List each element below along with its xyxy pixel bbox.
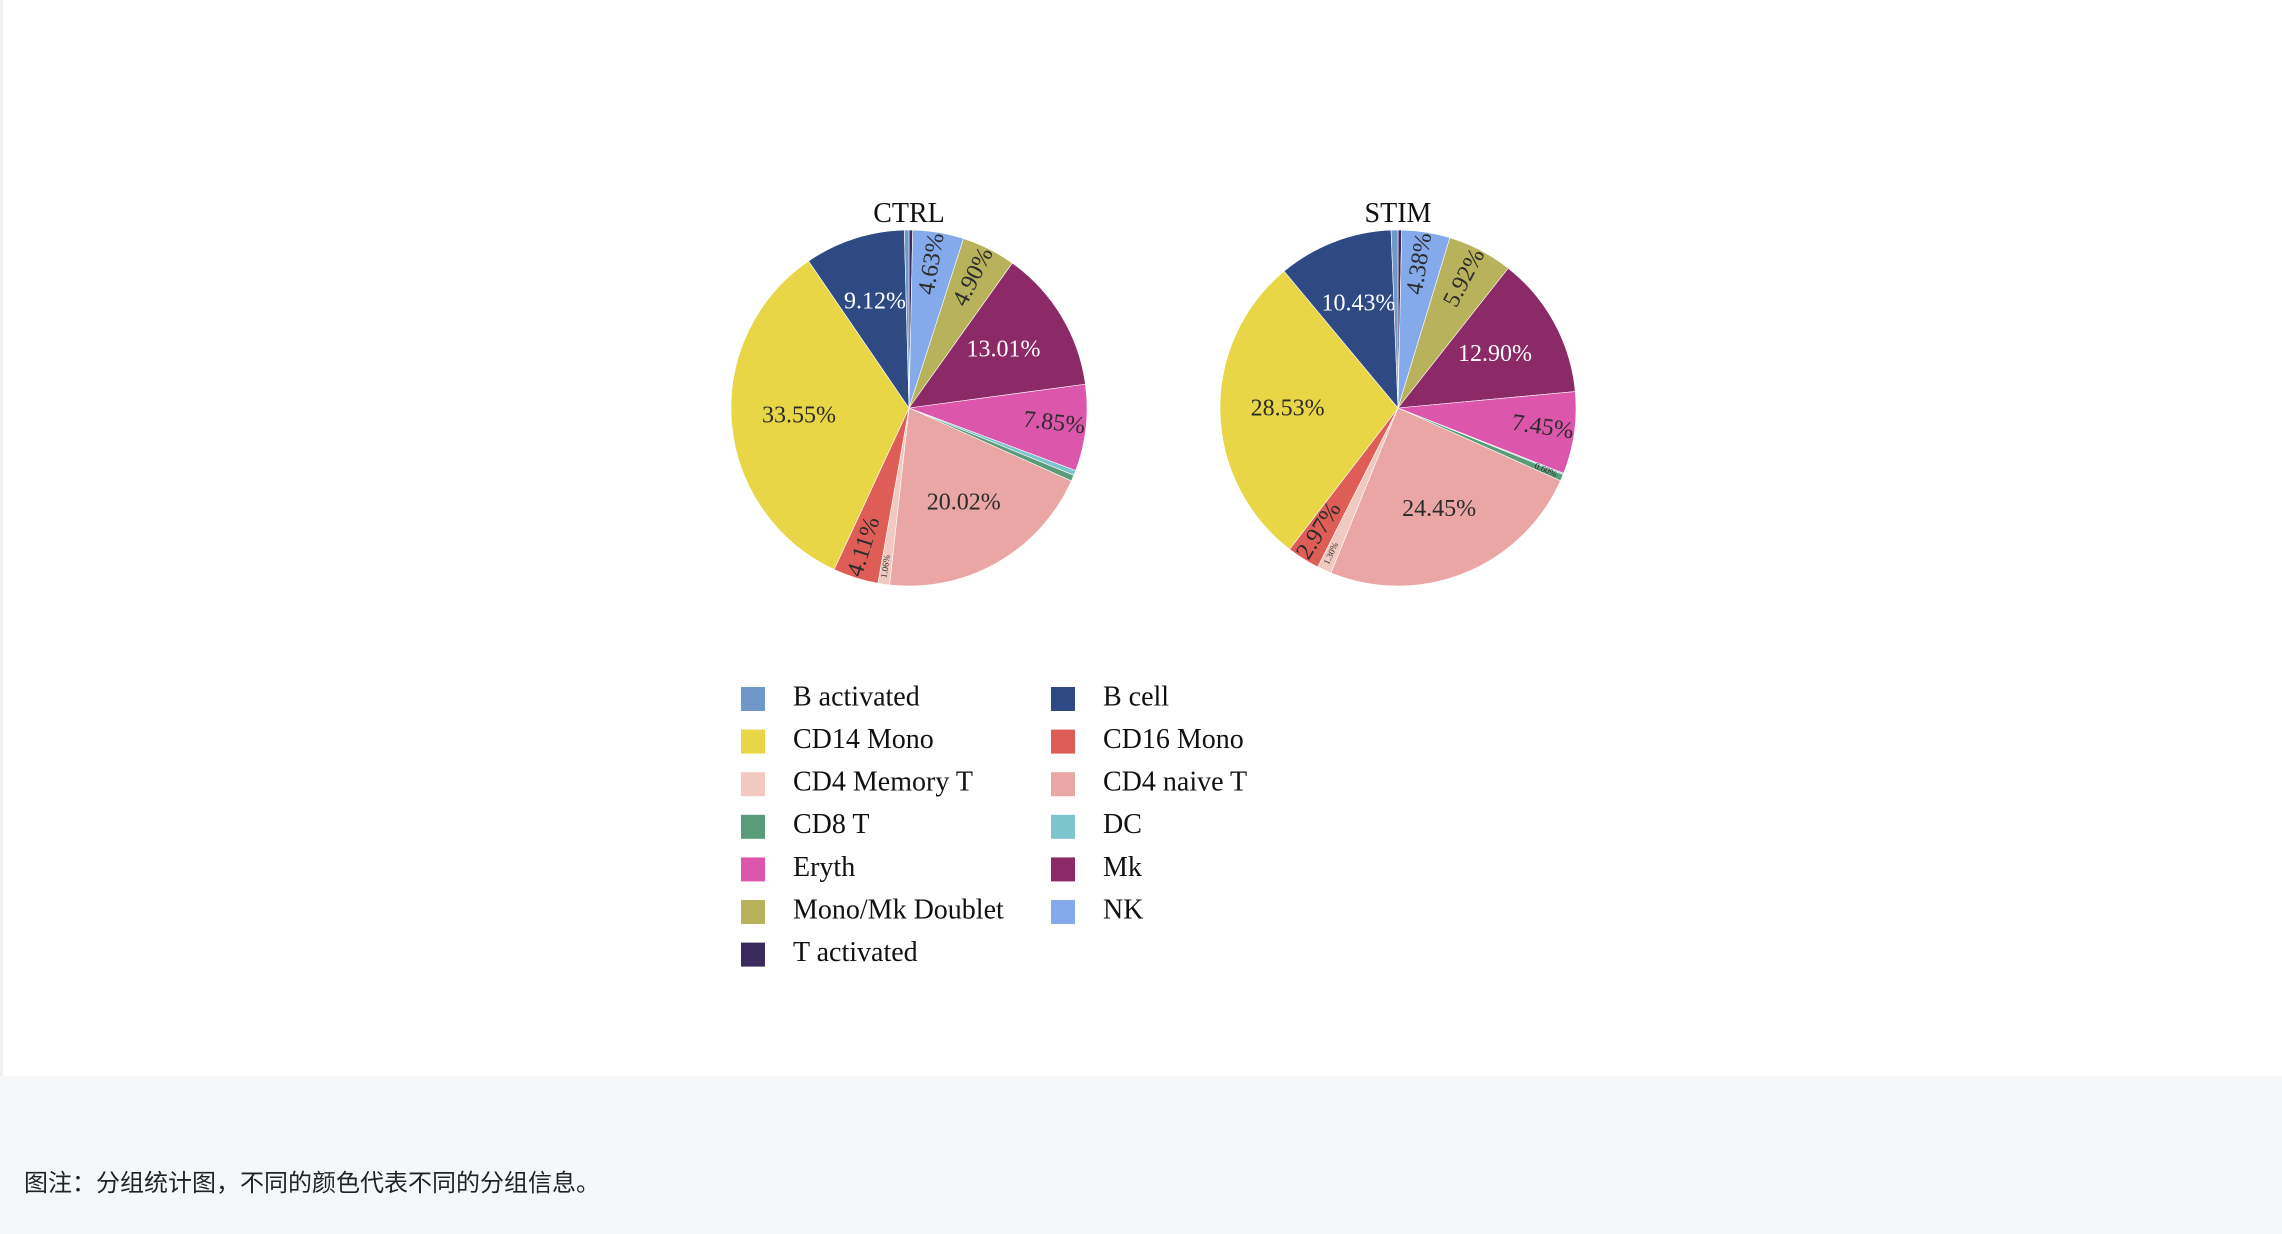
figure-caption: 图注：分组统计图，不同的颜色代表不同的分组信息。	[24, 1169, 600, 1197]
legend-label-t-activated: T activated	[793, 937, 918, 968]
pie-slice-ctrl-b-cell	[808, 229, 910, 410]
legend-item-nk: NK	[1051, 894, 1143, 925]
pie-ctrl: CTRL4.63%4.90%13.01%7.85%20.02%1.06%4.11…	[730, 198, 1088, 587]
pie-slice-ctrl-mk	[908, 262, 1086, 409]
legend-item-cd16-mono: CD16 Mono	[1051, 724, 1244, 755]
legend-swatch-cd8-t	[741, 814, 765, 839]
pie-slice-stim-cd14-mono	[1219, 270, 1399, 550]
chart-panel: CTRL 4.63% 4.90% 13.01% 7.85% 20.02% 1.06% 4.11…	[0, 0, 1577, 1076]
legend-label-mk: Mk	[1103, 852, 1142, 883]
legend-swatch-nk	[1051, 900, 1075, 924]
legend-item-b-cell: B cell	[1051, 681, 1169, 712]
data-label-ctrl-mk: 13.01%	[967, 337, 1041, 363]
legend-label-cd4-naive-t: CD4 naive T	[1103, 767, 1247, 798]
legend-item-t-activated: T activated	[741, 937, 918, 968]
legend-swatch-cd4-memory-t	[741, 772, 765, 797]
legend-label-nk: NK	[1103, 894, 1143, 925]
data-label-stim-cd4-naive-t: 24.45%	[1402, 496, 1476, 522]
legend-label-dc: DC	[1103, 809, 1142, 840]
pie-title-ctrl: CTRL	[873, 198, 945, 229]
legend-label-cd4-memory-t: CD4 Memory T	[793, 767, 973, 798]
legend-label-cd14-mono: CD14 Mono	[793, 724, 934, 755]
data-label-stim-cd14-mono: 28.53%	[1251, 396, 1325, 422]
legend-item-mk: Mk	[1051, 852, 1142, 883]
legend-label-eryth: Eryth	[793, 852, 855, 883]
legend-item-cd4-memory-t: CD4 Memory T	[741, 767, 973, 798]
legend-swatch-mk	[1051, 857, 1075, 882]
legend-item-mono-mk-doublet: Mono/Mk Doublet	[741, 894, 1004, 925]
data-label-ctrl-b-cell: 9.12%	[844, 288, 906, 314]
pie-slice-ctrl-cd14-mono	[730, 260, 910, 570]
pie-slice-ctrl-b-activated	[903, 229, 910, 409]
pie-slice-stim-mk	[1397, 267, 1576, 409]
legend-item-cd14-mono: CD14 Mono	[741, 724, 934, 755]
pie-slice-ctrl-cd4-naive-t	[889, 407, 1072, 587]
legend-item-b-activated: B activated	[741, 681, 920, 712]
pie-slice-stim-b-cell	[1283, 229, 1399, 409]
legend-swatch-b-activated	[741, 687, 765, 711]
legend-label-cd16-mono: CD16 Mono	[1103, 724, 1244, 755]
pie-slice-stim-b-activated	[1390, 229, 1399, 409]
data-label-ctrl-cd14-mono: 33.55%	[762, 403, 836, 429]
section-divider	[0, 1076, 2282, 1126]
data-label-stim-b-cell: 10.43%	[1321, 290, 1395, 316]
legend-label-mono-mk-doublet: Mono/Mk Doublet	[793, 894, 1004, 925]
legend-swatch-t-activated	[741, 942, 765, 967]
pie-charts: CTRL4.63%4.90%13.01%7.85%20.02%1.06%4.11…	[730, 198, 1577, 968]
legend-item-dc: DC	[1051, 809, 1142, 840]
legend-label-cd8-t: CD8 T	[793, 809, 870, 840]
data-label-stim-mk: 12.90%	[1458, 341, 1532, 367]
legend: B activated B cell CD14 Mono CD16 Mono CD4 M…	[741, 681, 1247, 968]
legend-swatch-eryth	[741, 857, 765, 882]
legend-swatch-dc	[1051, 814, 1075, 839]
pie-title-stim: STIM	[1365, 198, 1432, 229]
legend-label-b-activated: B activated	[793, 681, 920, 712]
legend-label-b-cell: B cell	[1103, 681, 1169, 712]
legend-swatch-cd14-mono	[741, 729, 765, 754]
legend-item-eryth: Eryth	[741, 852, 855, 883]
pie-slice-stim-cd4-naive-t	[1330, 407, 1561, 587]
legend-swatch-b-cell	[1051, 687, 1075, 711]
legend-swatch-cd16-mono	[1051, 729, 1075, 754]
legend-swatch-cd4-naive-t	[1051, 772, 1075, 797]
legend-item-cd4-naive-t: CD4 naive T	[1051, 767, 1247, 798]
caption-bar	[0, 1124, 2282, 1234]
legend-swatch-mono-mk-doublet	[741, 900, 765, 924]
legend-item-cd8-t: CD8 T	[741, 809, 870, 840]
data-label-ctrl-cd4-naive-t: 20.02%	[927, 489, 1001, 515]
